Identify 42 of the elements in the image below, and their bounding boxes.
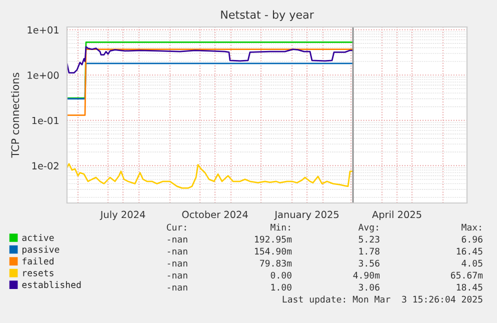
x-tick-label: July 2024 xyxy=(100,210,146,220)
text: 18.45 xyxy=(456,284,482,291)
text: 3.06 xyxy=(358,284,380,291)
legend-label: established xyxy=(22,281,81,288)
x-tick-label: January 2025 xyxy=(274,210,338,220)
text: 65.67m xyxy=(450,272,483,279)
line-series xyxy=(67,163,354,189)
text: -nan xyxy=(168,273,188,279)
y-tick-label: 1e+00 xyxy=(28,72,59,79)
chart-title: Netstat - by year xyxy=(221,10,314,21)
text: 5.23 xyxy=(358,236,380,243)
legend-label: passive xyxy=(22,246,60,255)
legend-label: active xyxy=(22,234,54,242)
text: Min: xyxy=(270,224,290,231)
text: 154.90m xyxy=(255,248,292,255)
text: -nan xyxy=(168,249,188,255)
y-tick-label: 1e-02 xyxy=(32,162,58,170)
x-tick-label: April 2025 xyxy=(372,210,422,220)
text: Cur: xyxy=(166,224,186,231)
text: -nan xyxy=(168,237,188,243)
y-axis-title: TCP connections xyxy=(11,72,20,158)
text: Last update: Mon Mar 3 15:26:04 2025 xyxy=(282,296,482,304)
text: Max: xyxy=(462,224,481,231)
text: 0.00 xyxy=(270,272,292,279)
x-tick-label: October 2024 xyxy=(182,210,248,218)
text: -nan xyxy=(168,285,188,291)
text: 3.56 xyxy=(358,260,380,267)
text: -nan xyxy=(168,261,188,267)
text: 16.45 xyxy=(456,248,482,255)
text: 4.05 xyxy=(462,260,482,267)
y-tick-label: 1e+01 xyxy=(28,26,58,34)
y-tick-label: 1e-01 xyxy=(32,116,58,124)
text: 192.95m xyxy=(255,236,292,243)
text: 1.78 xyxy=(359,248,380,255)
legend-label: resets xyxy=(23,270,54,276)
legend-label: failed xyxy=(22,258,54,265)
text: 4.90m xyxy=(353,272,380,279)
line-series xyxy=(67,46,354,74)
text: 1.00 xyxy=(271,284,292,291)
text: Avg: xyxy=(358,224,378,232)
text: 6.96 xyxy=(462,236,482,243)
text: 79.83m xyxy=(260,260,292,267)
